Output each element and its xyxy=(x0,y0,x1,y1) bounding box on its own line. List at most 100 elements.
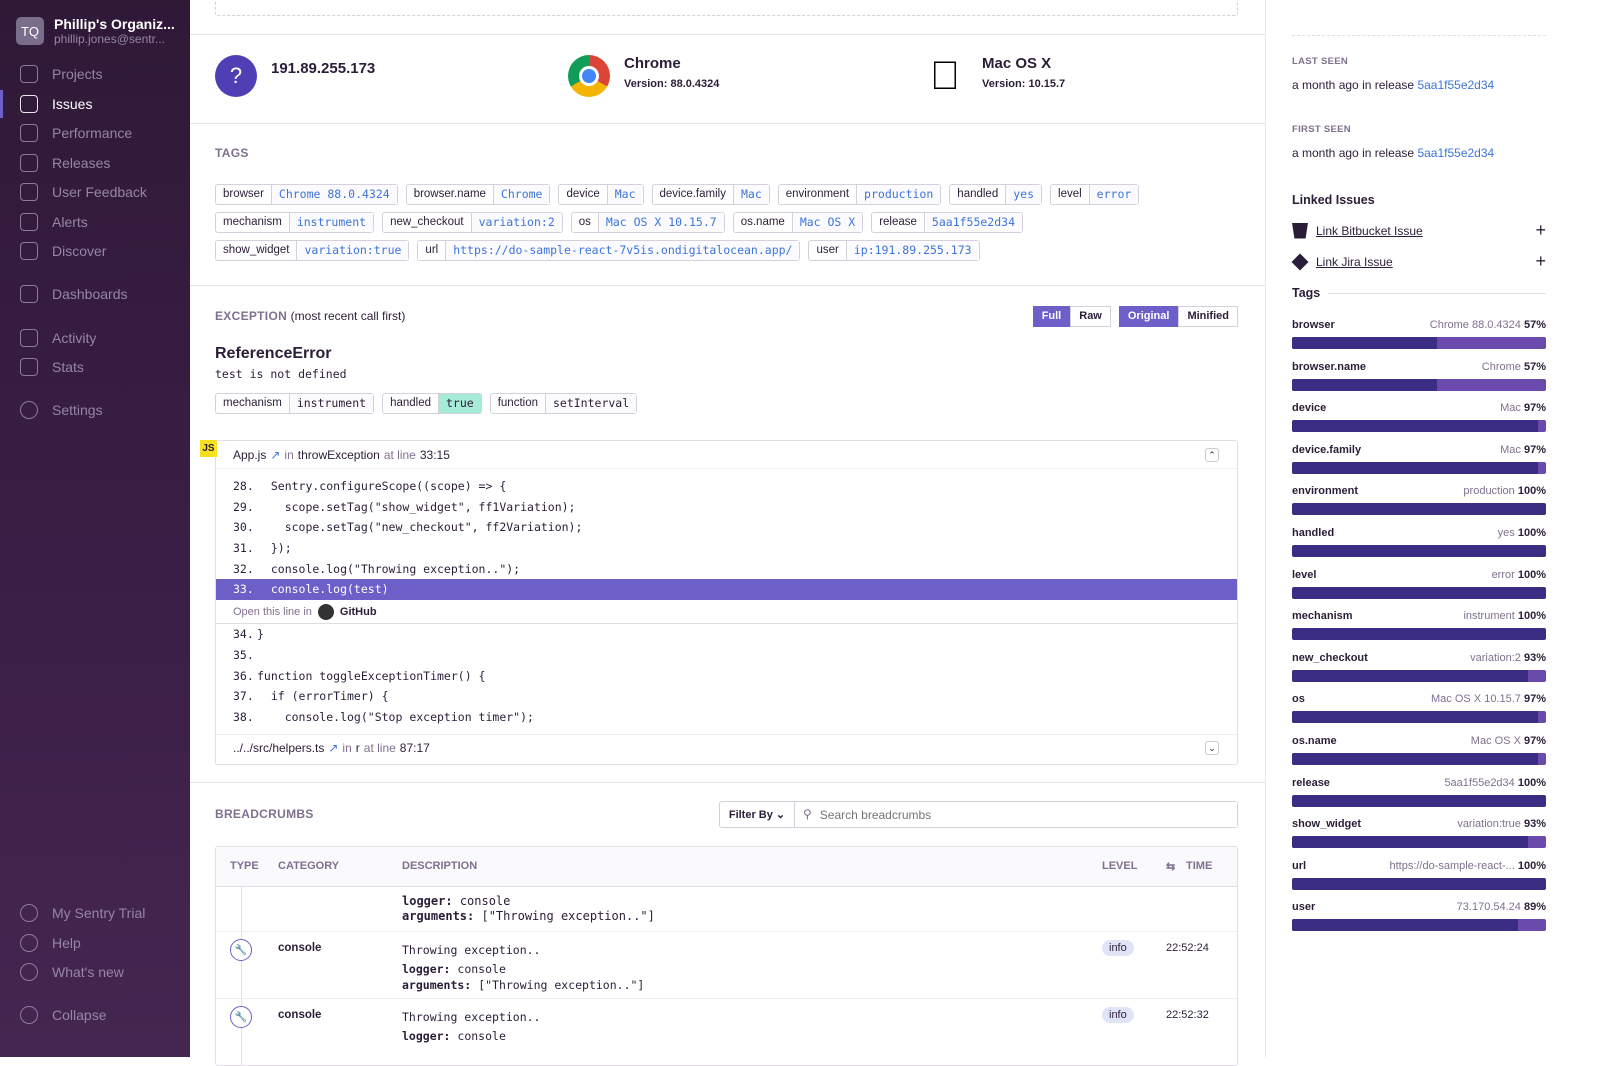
tag-pill[interactable]: browser Chrome 88.0.4324 xyxy=(215,184,398,205)
tag-value[interactable]: Chrome 88.0.4324 xyxy=(271,185,397,204)
tag-bar[interactable] xyxy=(1292,711,1546,724)
github-link[interactable]: GitHub xyxy=(339,605,377,618)
tag-value[interactable]: instrument xyxy=(289,213,374,232)
tag-pill[interactable]: user ip:191.89.255.173 xyxy=(808,240,980,261)
plus-icon[interactable]: + xyxy=(1535,220,1546,240)
tag-value[interactable]: Chrome xyxy=(493,185,550,204)
tag-distribution[interactable]: os Mac OS X 10.15.7 97% xyxy=(1292,693,1546,724)
tag-distribution[interactable]: new_checkout variation:2 93% xyxy=(1292,652,1546,682)
tag-distribution[interactable]: browser Chrome 88.0.4324 57% xyxy=(1292,319,1546,349)
original-button[interactable]: Original xyxy=(1118,306,1179,327)
sidebar-what-s-new[interactable]: What's new xyxy=(0,958,190,986)
minified-button[interactable]: Minified xyxy=(1178,306,1238,327)
sidebar-item-discover[interactable]: Discover xyxy=(0,237,190,265)
tag-value[interactable]: error xyxy=(1089,185,1139,204)
first-release-link[interactable]: 5aa1f55e2d34 xyxy=(1417,146,1495,160)
frame-header-2[interactable]: ../../src/helpers.ts ↗ in r at line 87:17… xyxy=(216,733,1237,762)
tag-value[interactable]: Mac xyxy=(733,185,769,204)
tag-value[interactable]: variation:true xyxy=(297,241,409,260)
tag-pill[interactable]: device.family Mac xyxy=(651,184,770,205)
open-in-github[interactable]: Open this line in GitHub xyxy=(216,600,1237,625)
tag-distribution[interactable]: mechanism instrument 100% xyxy=(1292,610,1546,641)
plus-icon[interactable]: + xyxy=(1535,251,1546,271)
sort-icon[interactable]: ⇆ xyxy=(1166,861,1176,873)
chevron-down-icon[interactable]: ⌄ xyxy=(1205,741,1219,756)
full-button[interactable]: Full xyxy=(1032,306,1071,327)
tag-distribution[interactable]: handled yes 100% xyxy=(1292,527,1546,557)
tag-pill[interactable]: release 5aa1f55e2d34 xyxy=(871,212,1024,233)
tag-bar[interactable] xyxy=(1292,461,1546,474)
tag-value[interactable]: Mac OS X 10.15.7 xyxy=(598,213,724,232)
sidebar-item-projects[interactable]: Projects xyxy=(0,60,190,88)
tag-bar[interactable] xyxy=(1292,337,1546,349)
tag-value[interactable]: Mac xyxy=(607,185,643,204)
tag-distribution[interactable]: device Mac 97% xyxy=(1292,402,1546,433)
open-link-icon[interactable]: ↗ xyxy=(328,741,339,756)
tag-value[interactable]: ip:191.89.255.173 xyxy=(846,241,979,260)
sidebar-item-activity[interactable]: Activity xyxy=(0,324,190,352)
tag-pill[interactable]: mechanism instrument xyxy=(215,212,375,233)
tag-distribution[interactable]: environment production 100% xyxy=(1292,485,1546,516)
tag-bar[interactable] xyxy=(1292,794,1546,807)
col-time[interactable]: TIME xyxy=(1186,860,1213,872)
sidebar-item-issues[interactable]: Issues xyxy=(0,90,190,118)
tag-bar[interactable] xyxy=(1292,753,1546,765)
tag-pill[interactable]: url https://do-sample-react-7v5is.ondigit… xyxy=(417,240,801,261)
sidebar-help[interactable]: Help xyxy=(0,929,190,957)
tag-bar[interactable] xyxy=(1292,545,1546,557)
tag-value[interactable]: yes xyxy=(1006,185,1042,204)
tag-distribution[interactable]: url https://do-sample-react-... 100% xyxy=(1292,860,1546,890)
tag-value[interactable]: 5aa1f55e2d34 xyxy=(924,213,1023,232)
tag-bar[interactable] xyxy=(1292,586,1546,599)
tag-distribution[interactable]: release 5aa1f55e2d34 100% xyxy=(1292,777,1546,807)
sidebar-collapse[interactable]: Collapse xyxy=(0,1001,190,1029)
filter-by-dropdown[interactable]: Filter By ⌄ xyxy=(720,802,795,827)
tag-value[interactable]: Mac OS X xyxy=(792,213,863,232)
sidebar-item-performance[interactable]: Performance xyxy=(0,119,190,147)
tag-distribution[interactable]: show_widget variation:true 93% xyxy=(1292,818,1546,849)
tag-distribution[interactable]: browser.name Chrome 57% xyxy=(1292,361,1546,391)
tag-pill[interactable]: browser.name Chrome xyxy=(405,184,551,205)
tag-pill[interactable]: environment production xyxy=(777,184,942,205)
sidebar-my-sentry-trial[interactable]: My Sentry Trial xyxy=(0,899,190,927)
tag-bar[interactable] xyxy=(1292,877,1546,890)
tag-bar[interactable] xyxy=(1292,836,1546,849)
frame-header[interactable]: App.js ↗ in throwException at line 33:15 … xyxy=(216,441,1237,469)
tag-bar[interactable] xyxy=(1292,669,1546,682)
link-jira[interactable]: Link Jira Issue + xyxy=(1291,251,1546,272)
tag-distribution[interactable]: device.family Mac 97% xyxy=(1292,444,1546,474)
tag-distribution[interactable]: level error 100% xyxy=(1292,569,1546,599)
link-bitbucket[interactable]: Link Bitbucket Issue + xyxy=(1292,220,1546,241)
last-release-link[interactable]: 5aa1f55e2d34 xyxy=(1417,78,1495,92)
tag-bar[interactable] xyxy=(1292,378,1546,391)
tag-pill[interactable]: level error xyxy=(1050,184,1140,205)
sidebar-item-dashboards[interactable]: Dashboards xyxy=(0,280,190,308)
tag-pill[interactable]: device Mac xyxy=(558,184,644,205)
tag-value[interactable]: production xyxy=(857,185,941,204)
tag-pill[interactable]: handled yes xyxy=(949,184,1043,205)
open-link-icon[interactable]: ↗ xyxy=(270,447,281,462)
tag-pill[interactable]: os.name Mac OS X xyxy=(732,212,864,233)
tag-pill[interactable]: show_widget variation:true xyxy=(215,240,410,261)
sidebar-item-stats[interactable]: Stats xyxy=(0,353,190,381)
tag-bar[interactable] xyxy=(1292,503,1546,516)
tag-pill[interactable]: new_checkout variation:2 xyxy=(382,212,563,233)
tag-value[interactable]: variation:2 xyxy=(471,213,562,232)
tag-bar[interactable] xyxy=(1292,420,1546,433)
chevron-up-icon[interactable]: ⌃ xyxy=(1205,447,1219,462)
search-breadcrumbs-input[interactable] xyxy=(819,802,1237,827)
sidebar-item-user-feedback[interactable]: User Feedback xyxy=(0,178,190,206)
link-jira-label[interactable]: Link Jira Issue xyxy=(1316,254,1393,269)
raw-button[interactable]: Raw xyxy=(1070,306,1111,327)
link-bitbucket-label[interactable]: Link Bitbucket Issue xyxy=(1316,223,1423,238)
sidebar-item-releases[interactable]: Releases xyxy=(0,149,190,177)
tag-value[interactable]: https://do-sample-react-7v5is.ondigitalo… xyxy=(446,241,800,260)
tag-distribution[interactable]: os.name Mac OS X 97% xyxy=(1292,735,1546,765)
tag-bar[interactable] xyxy=(1292,628,1546,641)
tag-bar[interactable] xyxy=(1292,919,1546,932)
sidebar-item-settings[interactable]: Settings xyxy=(0,396,190,424)
org-switcher[interactable]: TQ Phillip's Organiz... phillip.jones@se… xyxy=(16,16,175,46)
tag-distribution[interactable]: user 73.170.54.24 89% xyxy=(1292,901,1546,932)
tag-pill[interactable]: os Mac OS X 10.15.7 xyxy=(570,212,725,233)
sidebar-item-alerts[interactable]: Alerts xyxy=(0,208,190,236)
